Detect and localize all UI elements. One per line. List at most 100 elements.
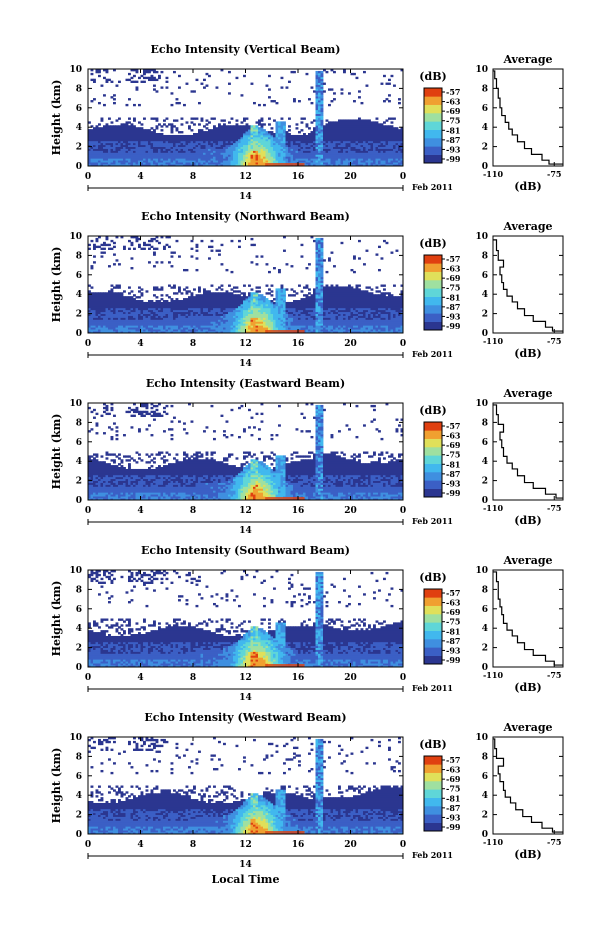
- colorbar-segment: [424, 781, 442, 790]
- x-tick-label: 16: [292, 840, 305, 850]
- colorbar-segment: [424, 630, 442, 640]
- heatmap-field: [88, 737, 404, 835]
- colorbar-frame: [423, 588, 443, 665]
- profile-y-tick-label: 10: [475, 733, 488, 743]
- colorbar-segment: [424, 422, 442, 431]
- profile-x-tick-label: -110: [483, 336, 503, 346]
- colorbar-segment: [424, 88, 442, 97]
- colorbar-segment: [424, 438, 442, 448]
- profile-y-tick-label: 4: [482, 290, 488, 300]
- y-tick-label: 10: [69, 232, 82, 242]
- profile-x-tick-label: -110: [483, 837, 503, 847]
- colorbar-segment: [424, 430, 442, 439]
- colorbar-tick-label: -57: [446, 87, 460, 97]
- profile-y-tick-label: 4: [482, 624, 488, 634]
- colorbar-segment: [424, 296, 442, 306]
- colorbar-tick-label: -87: [446, 302, 460, 312]
- y-axis-label: Height (km): [50, 581, 63, 657]
- colorbar-tick-label: -75: [446, 283, 460, 293]
- profile-frame: [492, 736, 564, 835]
- colorbar-tick-label: -99: [446, 154, 461, 164]
- profile-y-tick-label: 0: [482, 663, 488, 673]
- profile-x-tick-label: -75: [547, 169, 561, 179]
- profile-x-label: (dB): [514, 180, 541, 193]
- y-tick-label: 8: [76, 84, 82, 94]
- x-tick-label: 4: [137, 840, 143, 850]
- colorbar-tick-label: -69: [446, 440, 461, 450]
- x-axis-label: Local Time: [212, 873, 280, 886]
- colorbar-tick-label: -63: [446, 264, 461, 274]
- colorbar-tick-label: -99: [446, 822, 461, 832]
- colorbar-label: (dB): [419, 70, 446, 83]
- profile-y-tick-label: 8: [482, 84, 488, 94]
- x-tick-label: 20: [344, 172, 357, 182]
- colorbar-frame: [423, 421, 443, 498]
- y-tick-label: 8: [76, 418, 82, 428]
- profile-y-tick-label: 4: [482, 791, 488, 801]
- y-tick-label: 0: [76, 329, 82, 339]
- profile-x-tick-label: -75: [547, 503, 561, 513]
- colorbar-segment: [424, 447, 442, 456]
- x-tick-label: 20: [344, 673, 357, 683]
- colorbar-segment: [424, 764, 442, 773]
- date-month-label: Feb 2011: [412, 349, 453, 359]
- y-tick-label: 6: [76, 271, 82, 281]
- colorbar-tick-label: -87: [446, 135, 460, 145]
- colorbar-segment: [424, 463, 442, 473]
- y-tick-label: 0: [76, 496, 82, 506]
- x-tick-label: 0: [85, 840, 91, 850]
- y-tick-label: 4: [76, 457, 82, 467]
- colorbar-tick-label: -69: [446, 607, 461, 617]
- profile-y-tick-label: 2: [482, 310, 488, 320]
- colorbar-segment: [424, 472, 442, 481]
- x-tick-label: 16: [292, 339, 305, 349]
- colorbar-segment: [424, 154, 442, 164]
- y-tick-label: 10: [69, 566, 82, 576]
- profile-title: Average: [502, 554, 552, 567]
- profile-y-tick-label: 10: [475, 399, 488, 409]
- x-tick-label: 12: [239, 673, 252, 683]
- date-month-label: Feb 2011: [412, 182, 453, 192]
- y-tick-label: 4: [76, 290, 82, 300]
- colorbar-segment: [424, 622, 442, 631]
- date-day-label: 14: [239, 359, 252, 369]
- colorbar-tick-label: -57: [446, 588, 460, 598]
- y-tick-label: 10: [69, 65, 82, 75]
- x-tick-label: 20: [344, 339, 357, 349]
- profile-line: [493, 571, 563, 666]
- colorbar-tick-label: -81: [446, 459, 460, 469]
- profile-y-tick-label: 6: [482, 104, 488, 114]
- x-tick-label: 16: [292, 172, 305, 182]
- y-tick-label: 10: [69, 733, 82, 743]
- colorbar-segment: [424, 488, 442, 498]
- colorbar-tick-label: -75: [446, 116, 460, 126]
- colorbar-tick-label: -99: [446, 321, 461, 331]
- profile-title: Average: [502, 53, 552, 66]
- x-tick-label: 4: [137, 339, 143, 349]
- profile-line: [493, 239, 563, 332]
- profile-y-tick-label: 6: [482, 271, 488, 281]
- y-axis-label: Height (km): [50, 414, 63, 490]
- colorbar-tick-label: -81: [446, 793, 460, 803]
- colorbar-segment: [424, 814, 442, 823]
- profile-x-tick-label: -110: [483, 169, 503, 179]
- date-day-label: 14: [239, 526, 252, 536]
- colorbar-segment: [424, 797, 442, 807]
- profile-y-tick-label: 0: [482, 830, 488, 840]
- y-tick-label: 2: [76, 477, 82, 487]
- profile-y-tick-label: 4: [482, 123, 488, 133]
- x-tick-label: 20: [344, 840, 357, 850]
- heatmap-title: Echo Intensity (Southward Beam): [141, 544, 350, 557]
- colorbar-frame: [423, 254, 443, 331]
- heatmap-field: [88, 236, 404, 334]
- colorbar-segment: [424, 589, 442, 598]
- colorbar-segment: [424, 756, 442, 765]
- colorbar-segment: [424, 772, 442, 782]
- colorbar-tick-label: -63: [446, 598, 461, 608]
- profile-y-tick-label: 8: [482, 418, 488, 428]
- x-tick-label: 0: [400, 506, 406, 516]
- y-tick-label: 6: [76, 104, 82, 114]
- panel-2: Echo Intensity (Northward Beam) 0 2 4 6 8 10 0 4…: [50, 210, 564, 369]
- colorbar-segment: [424, 597, 442, 606]
- profile-frame: [492, 68, 564, 167]
